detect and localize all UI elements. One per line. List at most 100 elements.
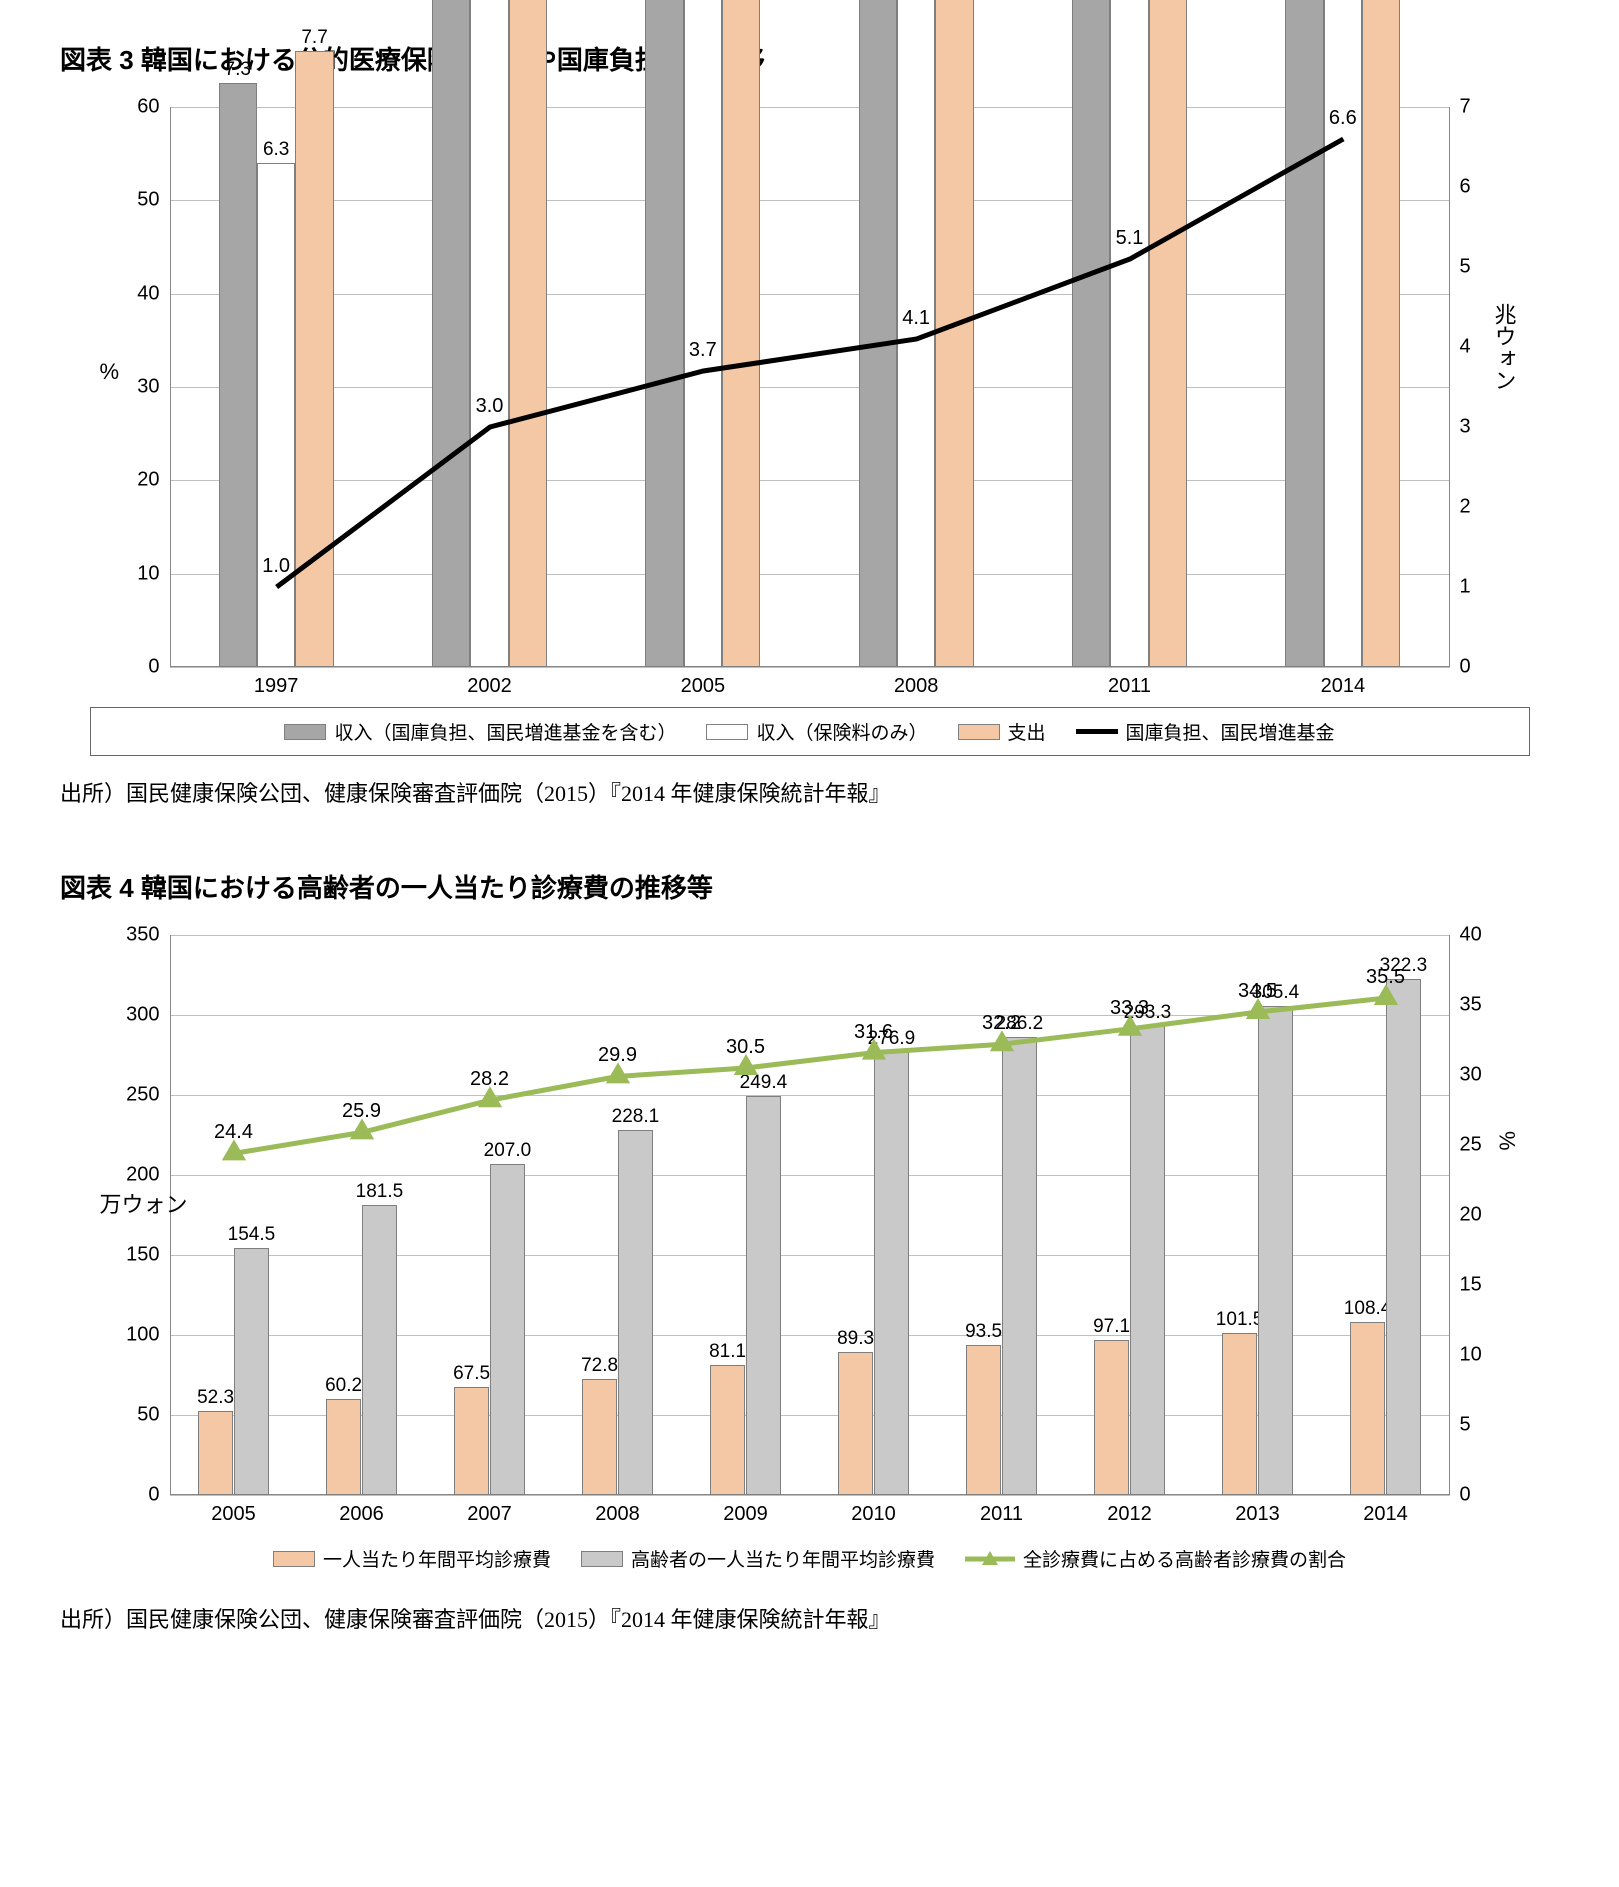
line-value-label: 4.1	[902, 307, 930, 330]
x-tick: 2013	[1235, 1495, 1280, 1526]
x-tick: 2007	[467, 1495, 512, 1526]
legend-label: 全診療費に占める高齢者診療費の割合	[1023, 1545, 1346, 1572]
legend-swatch	[958, 724, 1000, 740]
line-value-label: 35.5	[1366, 966, 1405, 989]
legend-label: 収入（保険料のみ）	[756, 718, 927, 745]
x-tick: 2011	[1108, 667, 1151, 698]
y-tick-right: 40	[1450, 924, 1482, 947]
x-tick: 2012	[1107, 1495, 1152, 1526]
right-axis-label: 兆ウォン	[1488, 303, 1520, 391]
x-tick: 2002	[467, 667, 512, 698]
y-tick-right: 5	[1450, 256, 1471, 279]
x-tick: 2011	[980, 1495, 1023, 1526]
y-tick-right: 35	[1450, 994, 1482, 1017]
legend-label: 一人当たり年間平均診療費	[323, 1545, 551, 1572]
x-tick: 2010	[851, 1495, 896, 1526]
line-value-label: 5.1	[1116, 227, 1144, 250]
y-tick-left: 0	[148, 1484, 169, 1507]
y-tick-right: 4	[1450, 336, 1471, 359]
y-tick-left: 10	[137, 562, 169, 585]
legend-item: 収入（国庫負担、国民増進基金を含む）	[284, 718, 676, 745]
chart-container: 0501001502002503003500510152025303540200…	[90, 935, 1530, 1582]
line-value-label: 32.2	[982, 1012, 1021, 1035]
line-layer	[170, 107, 1450, 667]
plot-area: 0501001502002503003500510152025303540200…	[170, 935, 1450, 1495]
x-tick: 2005	[681, 667, 726, 698]
line-value-label: 28.2	[470, 1068, 509, 1091]
y-tick-left: 60	[137, 96, 169, 119]
y-tick-right: 3	[1450, 416, 1471, 439]
bar-value-label: 7.7	[301, 27, 327, 49]
right-axis-label: %	[1494, 1131, 1520, 1151]
legend-item: 高齢者の一人当たり年間平均診療費	[581, 1545, 935, 1572]
line-value-label: 24.4	[214, 1121, 253, 1144]
legend-label: 高齢者の一人当たり年間平均診療費	[631, 1545, 935, 1572]
y-tick-right: 10	[1450, 1344, 1482, 1367]
legend-label: 支出	[1008, 718, 1046, 745]
line-value-label: 34.5	[1238, 980, 1277, 1003]
line-value-label: 25.9	[342, 1100, 381, 1123]
y-tick-left: 0	[148, 656, 169, 679]
y-tick-right: 7	[1450, 96, 1471, 119]
legend-line-swatch	[1076, 729, 1118, 734]
legend-item: 一人当たり年間平均診療費	[273, 1545, 551, 1572]
x-tick: 2005	[211, 1495, 256, 1526]
legend-swatch	[273, 1551, 315, 1567]
chart-section: 図表 3 韓国における公的医療保険の財政や国庫負担等の推移01020304050…	[60, 40, 1559, 808]
y-tick-right: 30	[1450, 1064, 1482, 1087]
legend-swatch	[581, 1551, 623, 1567]
x-tick: 1997	[254, 667, 299, 698]
legend-label: 収入（国庫負担、国民増進基金を含む）	[334, 718, 676, 745]
legend-label: 国庫負担、国民増進基金	[1126, 718, 1335, 745]
y-tick-left: 20	[137, 469, 169, 492]
y-tick-left: 300	[126, 1004, 169, 1027]
x-tick: 2014	[1321, 667, 1366, 698]
y-tick-left: 150	[126, 1244, 169, 1267]
legend-item: 支出	[958, 718, 1046, 745]
legend-item: 収入（保険料のみ）	[706, 718, 927, 745]
chart-source: 出所）国民健康保険公団、健康保険審査評価院（2015）『2014 年健康保険統計…	[60, 1602, 1559, 1634]
line-value-label: 30.5	[726, 1036, 765, 1059]
line-layer	[170, 935, 1450, 1495]
x-tick: 2014	[1363, 1495, 1408, 1526]
y-tick-right: 15	[1450, 1274, 1482, 1297]
chart-title: 図表 4 韓国における高齢者の一人当たり診療費の推移等	[60, 868, 1559, 905]
legend-item: 全診療費に占める高齢者診療費の割合	[965, 1545, 1346, 1572]
y-tick-left: 100	[126, 1324, 169, 1347]
x-tick: 2008	[894, 667, 939, 698]
gridline	[170, 667, 1450, 668]
line-value-label: 1.0	[262, 555, 290, 578]
line-value-label: 31.6	[854, 1021, 893, 1044]
y-tick-right: 0	[1450, 656, 1471, 679]
y-tick-left: 50	[137, 189, 169, 212]
chart-container: 0102030405060012345671997200220052008201…	[90, 107, 1530, 756]
line-value-label: 6.6	[1329, 107, 1357, 130]
line-value-label: 33.3	[1110, 997, 1149, 1020]
x-tick: 2006	[339, 1495, 384, 1526]
plot-area: 0102030405060012345671997200220052008201…	[170, 107, 1450, 667]
y-tick-left: 50	[137, 1404, 169, 1427]
y-tick-left: 350	[126, 924, 169, 947]
y-tick-right: 2	[1450, 496, 1471, 519]
bar-value-label: 7.3	[225, 59, 251, 81]
chart-section: 図表 4 韓国における高齢者の一人当たり診療費の推移等0501001502002…	[60, 868, 1559, 1634]
y-tick-right: 20	[1450, 1204, 1482, 1227]
legend-line-swatch	[965, 1551, 1015, 1567]
y-tick-left: 250	[126, 1084, 169, 1107]
x-tick: 2008	[595, 1495, 640, 1526]
y-tick-right: 6	[1450, 176, 1471, 199]
chart-source: 出所）国民健康保険公団、健康保険審査評価院（2015）『2014 年健康保険統計…	[60, 776, 1559, 808]
y-tick-left: 200	[126, 1164, 169, 1187]
legend: 収入（国庫負担、国民増進基金を含む） 収入（保険料のみ） 支出 国庫負担、国民増進基金	[90, 707, 1530, 756]
legend-swatch	[284, 724, 326, 740]
line-value-label: 29.9	[598, 1044, 637, 1067]
left-axis-label: 万ウォン	[100, 1187, 188, 1219]
line-value-label: 3.7	[689, 339, 717, 362]
left-axis-label: %	[100, 359, 120, 385]
y-tick-right: 1	[1450, 576, 1471, 599]
y-tick-right: 25	[1450, 1134, 1482, 1157]
x-tick: 2009	[723, 1495, 768, 1526]
legend-item: 国庫負担、国民増進基金	[1076, 718, 1335, 745]
y-tick-left: 40	[137, 282, 169, 305]
y-tick-right: 5	[1450, 1414, 1471, 1437]
